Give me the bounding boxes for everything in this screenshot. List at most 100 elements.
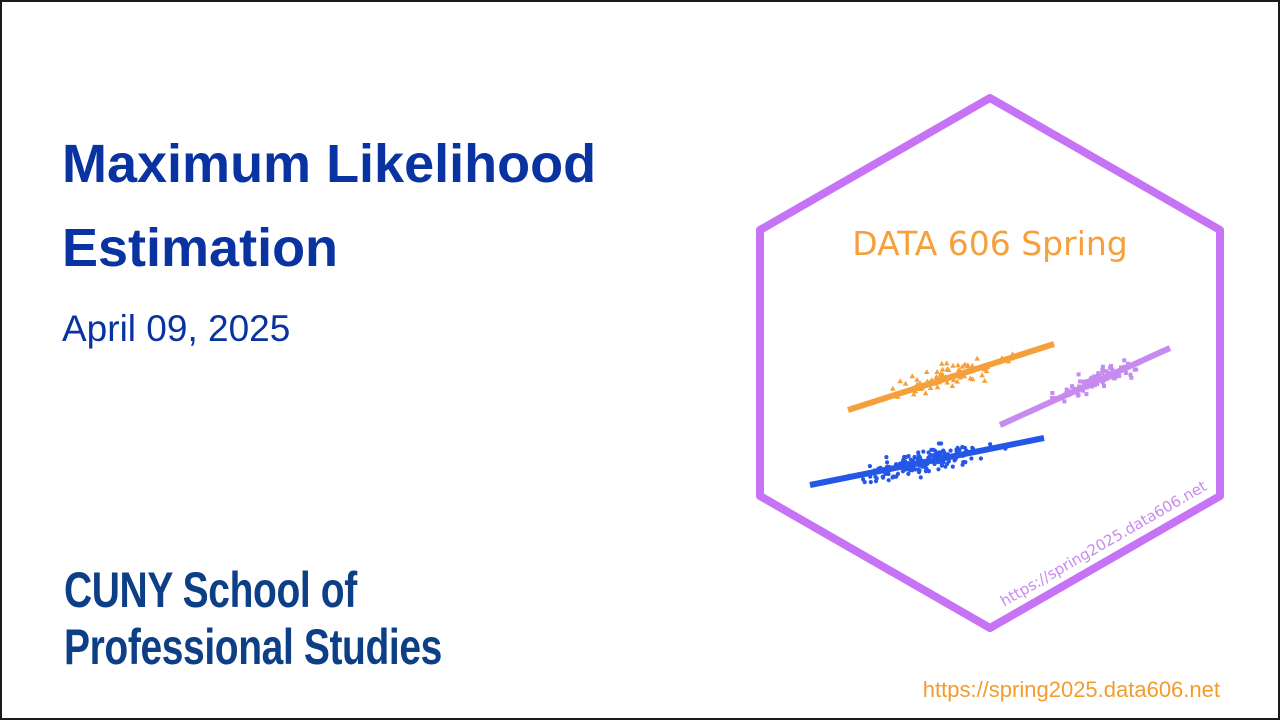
scatter-point [1081, 388, 1085, 393]
scatter-point [886, 478, 891, 483]
scatter-point [922, 390, 929, 396]
scatter-point [969, 362, 976, 368]
scatter-point [943, 464, 948, 469]
scatter-point [895, 471, 901, 476]
scatter-point [936, 467, 941, 472]
scatter-point [1103, 369, 1108, 374]
scatter-point [1078, 379, 1082, 384]
scatter-point [890, 385, 896, 391]
scatter-point [1076, 372, 1081, 377]
scatter-point [939, 360, 945, 366]
scatter-point [931, 447, 936, 452]
scatter-point [874, 476, 879, 481]
scatter-point [921, 449, 926, 454]
slide-date: April 09, 2025 [62, 308, 291, 349]
scatter-point [944, 366, 951, 372]
scatter-point [954, 378, 960, 384]
scatter-point [1109, 364, 1114, 368]
scatter-point [924, 369, 930, 374]
scatter-point [942, 450, 947, 455]
scatter-point [939, 366, 946, 372]
cuny-sps-logo: CUNY School of Professional Studies [64, 562, 534, 676]
scatter-point [1076, 392, 1081, 397]
scatter-point [948, 448, 953, 453]
scatter-point [862, 480, 867, 485]
scatter-point [916, 450, 921, 455]
data606-hex-badge: DATA 606 Spring https://spring2025.data6… [756, 94, 1224, 632]
scatter-point [988, 442, 993, 447]
scatter-point [900, 469, 905, 474]
scatter-point [939, 450, 944, 455]
scatter-point [902, 380, 909, 386]
scatter-point [926, 450, 931, 455]
scatter-point [978, 456, 983, 461]
scatter-point [886, 471, 891, 477]
scatter-point [906, 454, 911, 459]
scatter-point [917, 468, 922, 473]
logo-line-1: CUNY School of [64, 562, 357, 618]
scatter-point [926, 469, 931, 474]
scatter-point [1050, 395, 1055, 400]
scatter-point [934, 384, 941, 390]
scatter-point [911, 391, 917, 397]
scatter-point [1085, 379, 1090, 383]
scatter-point [949, 383, 956, 388]
scatter-point [1070, 384, 1075, 389]
scatter-point [950, 362, 956, 368]
hex-border [756, 94, 1224, 632]
scatter-point [1128, 372, 1133, 377]
slide-title-line-2: Estimation [62, 218, 339, 278]
scatter-point [1129, 375, 1134, 380]
scatter-point [959, 363, 966, 369]
scatter-point [897, 378, 903, 384]
scatter-point [1100, 368, 1105, 372]
badge-url: https://spring2025.data606.net [997, 477, 1210, 610]
scatter-point [939, 441, 944, 446]
scatter-points [847, 351, 1144, 485]
scatter-point [974, 355, 980, 361]
scatter-point [944, 360, 950, 366]
scatter-point [1122, 358, 1127, 363]
footer-url: https://spring2025.data606.net [922, 677, 1220, 702]
scatter-point [950, 464, 955, 469]
scatter-point [1100, 364, 1105, 369]
scatter-point [1117, 373, 1122, 378]
scatter-point [1110, 367, 1115, 372]
scatter-point [964, 363, 971, 369]
scatter-point [1115, 374, 1120, 379]
scatter-point [1100, 371, 1105, 376]
scatter-point [1123, 371, 1128, 375]
scatter-point [1097, 373, 1102, 378]
scatter-point [893, 474, 898, 479]
scatter-point [970, 445, 975, 450]
scatter-point [915, 456, 920, 461]
scatter-point [923, 465, 928, 470]
scatter-point [939, 371, 946, 377]
scatter-point [1084, 392, 1089, 397]
scatter-point [927, 385, 934, 390]
scatter-point [1050, 391, 1055, 395]
scatter-point [962, 445, 967, 450]
scatter-point [962, 361, 968, 367]
scatter-point [868, 480, 873, 485]
scatter-point [906, 471, 911, 476]
scatter-point [867, 464, 872, 469]
scatter-point [1102, 384, 1106, 388]
scatter-point [1081, 379, 1086, 384]
trend-line-blue [809, 435, 1045, 488]
scatter-point [909, 373, 916, 379]
slide-title: Maximum Likelihood Estimation [62, 122, 702, 290]
scatter-point [934, 369, 940, 374]
scatter-point [884, 455, 889, 460]
scatter-point [933, 373, 940, 379]
slide-title-line-1: Maximum Likelihood [62, 134, 597, 194]
scatter-point [950, 377, 957, 383]
scatter-point [1134, 367, 1139, 372]
scatter-point [934, 453, 939, 458]
scatter-point [1064, 387, 1069, 392]
scatter-point [1089, 376, 1094, 381]
scatter-point [929, 453, 934, 458]
scatter-point [1092, 374, 1097, 379]
scatter-point [885, 460, 890, 465]
